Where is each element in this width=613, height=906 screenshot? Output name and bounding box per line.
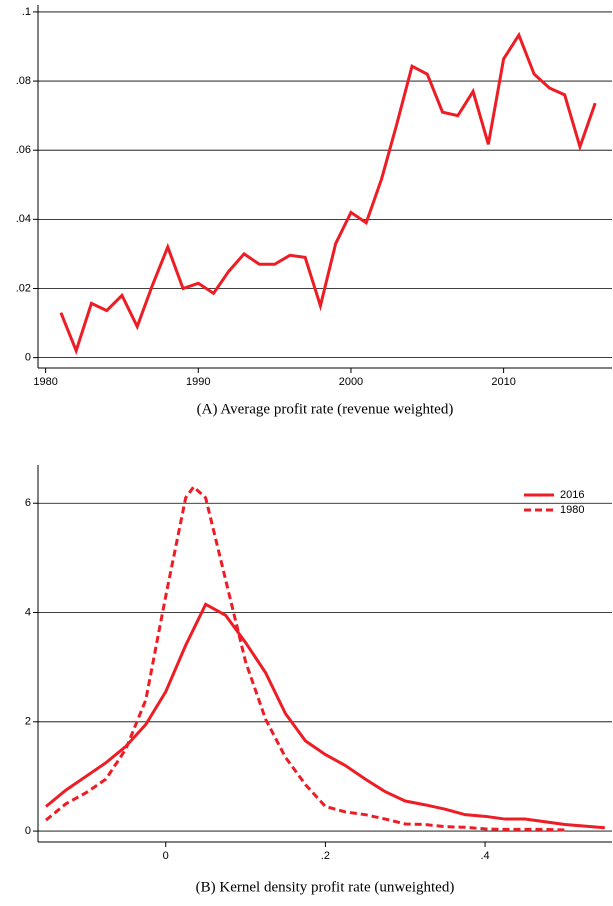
- data-line: [45, 484, 565, 832]
- legend-label: 1980: [560, 504, 584, 516]
- y-tick-label: 4: [25, 606, 31, 618]
- y-tick-label: .04: [16, 213, 31, 225]
- y-tick-label: 2: [25, 716, 31, 728]
- x-tick-label: .2: [321, 850, 330, 862]
- x-tick-label: .4: [480, 850, 489, 862]
- x-tick-label: 1980: [33, 376, 57, 388]
- y-tick-label: 6: [25, 497, 31, 509]
- y-tick-label: .02: [16, 282, 31, 294]
- chart-title: (B) Kernel density profit rate (unweight…: [196, 879, 455, 895]
- x-tick-label: 2010: [491, 376, 515, 388]
- y-tick-label: .08: [16, 75, 31, 87]
- data-line: [45, 602, 605, 830]
- data-line: [59, 31, 597, 356]
- x-tick-label: 1990: [186, 376, 210, 388]
- y-tick-label: 0: [25, 352, 31, 364]
- chart-title: (A) Average profit rate (revenue weighte…: [197, 401, 454, 417]
- x-tick-label: 0: [163, 850, 169, 862]
- y-tick-label: .1: [22, 6, 31, 18]
- x-tick-label: 2000: [339, 376, 363, 388]
- y-tick-label: .06: [16, 144, 31, 156]
- legend-label: 2016: [560, 489, 584, 501]
- y-tick-label: 0: [25, 825, 31, 837]
